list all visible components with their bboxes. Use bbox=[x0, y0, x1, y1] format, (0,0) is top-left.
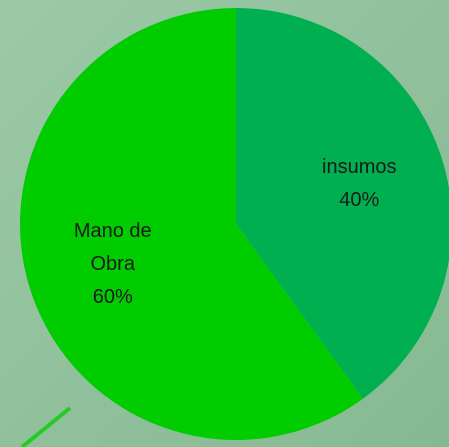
pie-slice bbox=[19, 8, 363, 441]
decor-line bbox=[20, 406, 72, 447]
slice-label: insumos 40% bbox=[304, 151, 414, 217]
pie-slice bbox=[236, 8, 449, 399]
category-label: Mano de Obra bbox=[73, 219, 152, 275]
slice-label: Mano de Obra 60% bbox=[58, 215, 168, 314]
category-label: insumos bbox=[322, 155, 397, 178]
value-label: 60% bbox=[92, 285, 133, 308]
value-label: 40% bbox=[339, 188, 380, 211]
